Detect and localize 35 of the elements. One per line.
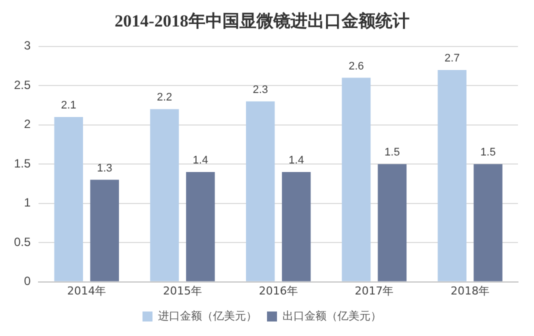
data-label: 2.7 [444,52,460,64]
bar [342,78,371,282]
x-tick-label: 2015年 [162,284,202,298]
data-label: 2.1 [60,100,76,112]
y-tick-label: 3 [24,38,31,53]
data-label: 1.3 [96,162,112,174]
data-label: 2.2 [156,92,172,104]
data-label: 1.4 [288,154,304,166]
data-label: 1.5 [480,146,496,159]
y-tick-label: 2 [24,117,31,132]
x-tick-label: 2018年 [450,284,490,298]
bar [54,117,84,282]
bar [90,180,119,282]
data-label: 1.5 [384,146,400,159]
x-tick-label: 2014年 [67,284,106,298]
data-label: 1.4 [192,154,208,166]
chart-title: 2014-2018年中国显微镜进出口金额统计 [114,12,410,31]
x-tick-label: 2017年 [354,284,394,298]
legend-label: 进口金额（亿美元） [158,309,257,322]
y-tick-label: 2.5 [14,78,31,92]
x-tick-label: 2016年 [258,284,298,298]
y-tick-label: 0 [24,274,31,288]
data-label: 2.6 [348,60,364,72]
bar [474,164,502,282]
y-tick-label: 0.5 [14,234,31,249]
bar [378,164,407,282]
bar [282,172,311,282]
bar [246,101,275,282]
y-tick-label: 1 [24,196,31,210]
legend-label: 出口金额（亿美元） [282,309,382,322]
y-tick-label: 1.5 [14,156,31,170]
data-label: 2.3 [252,84,268,96]
bar [186,172,215,282]
bar [150,109,179,282]
bar [438,70,466,282]
